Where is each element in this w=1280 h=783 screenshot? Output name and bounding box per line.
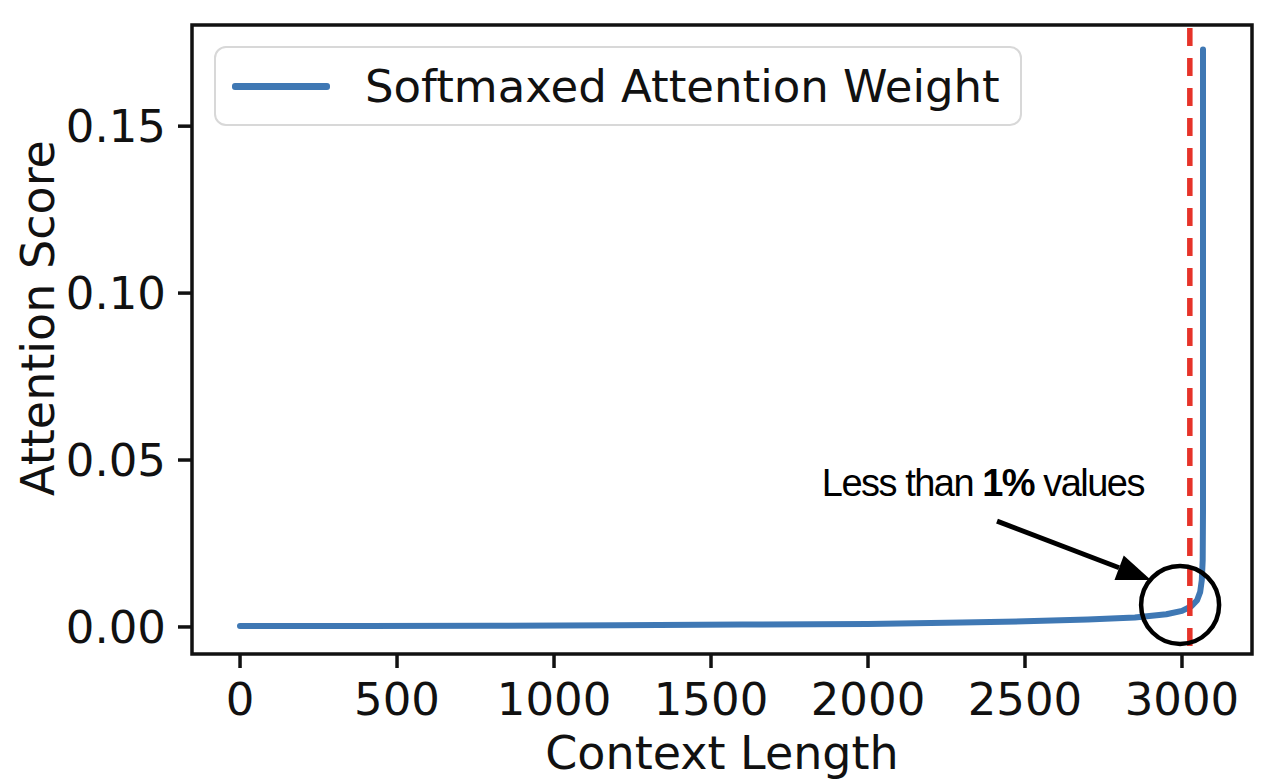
x-tick-label: 1000 <box>497 673 612 726</box>
legend: Softmaxed Attention Weight <box>214 46 1022 126</box>
x-tick-label: 0 <box>226 673 255 726</box>
annotation-text-prefix: Less than <box>822 462 982 504</box>
x-tick-label: 500 <box>354 673 440 726</box>
annotation-arrow-head <box>1114 556 1150 580</box>
annotation-circle <box>1141 566 1219 644</box>
legend-label: Softmaxed Attention Weight <box>365 64 1000 109</box>
y-axis-label: Attention Score <box>15 140 61 496</box>
y-tick-label: 0.10 <box>66 267 166 320</box>
legend-line-swatch <box>232 83 330 90</box>
annotation-arrow-shaft <box>997 521 1119 568</box>
x-tick-label: 1500 <box>654 673 769 726</box>
attention-score-chart: 0 500 1000 1500 2000 2500 3000 0.00 0.05 0.10 0.15… <box>0 0 1280 783</box>
series-line <box>240 49 1203 626</box>
y-tick-label: 0.15 <box>66 100 166 153</box>
x-tick-label: 2500 <box>968 673 1083 726</box>
x-tick-label: 3000 <box>1125 673 1240 726</box>
annotation-text-bold: 1% <box>982 462 1034 504</box>
x-tick-label: 2000 <box>811 673 926 726</box>
y-tick-label: 0.05 <box>66 434 166 487</box>
x-axis-label: Context Length <box>545 730 899 776</box>
annotation-text: Less than 1% values <box>822 464 1144 502</box>
y-tick-label: 0.00 <box>66 601 166 654</box>
annotation-text-suffix: values <box>1034 462 1144 504</box>
